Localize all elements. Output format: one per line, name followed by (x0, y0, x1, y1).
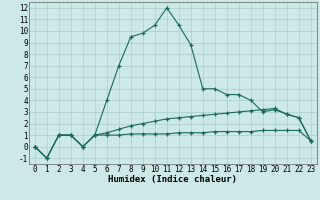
X-axis label: Humidex (Indice chaleur): Humidex (Indice chaleur) (108, 175, 237, 184)
